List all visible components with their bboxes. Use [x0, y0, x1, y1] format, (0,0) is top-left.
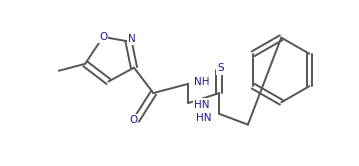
Text: N: N [128, 34, 136, 44]
Text: S: S [218, 63, 224, 73]
Text: NH: NH [195, 77, 210, 87]
Text: O: O [129, 115, 137, 125]
Text: HN: HN [196, 113, 211, 123]
Text: HN: HN [195, 100, 210, 110]
Text: O: O [99, 32, 107, 42]
